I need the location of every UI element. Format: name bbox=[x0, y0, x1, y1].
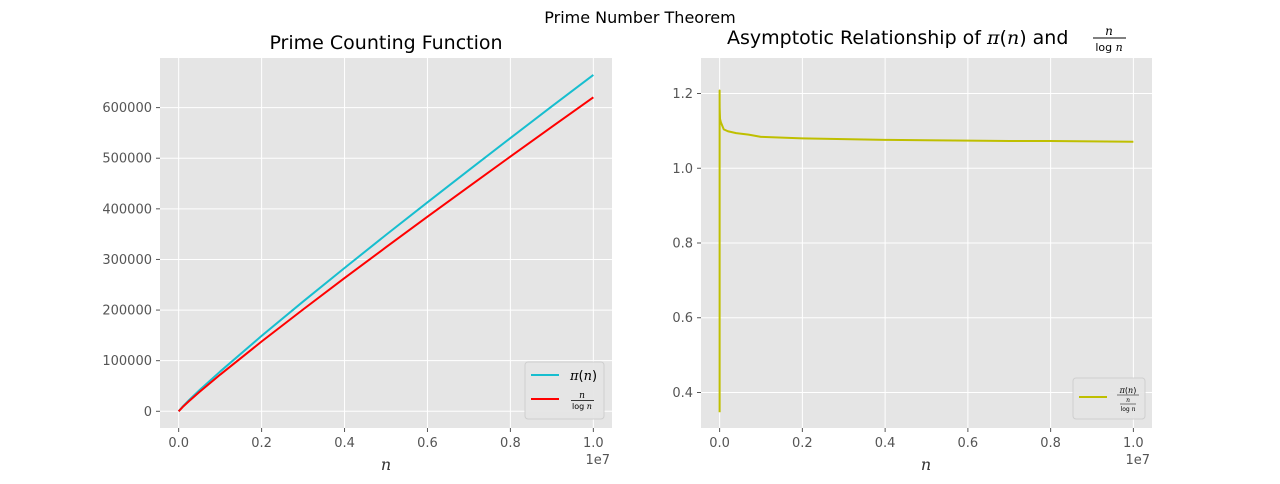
left-x-offset-label: 1e7 bbox=[585, 453, 610, 468]
right-panel: 0.0 0.2 0.4 0.6 0.8 1.0 0.4 0.6 0.8 1.0 1.2 Asymp… bbox=[672, 24, 1152, 474]
right-x-ticks: 0.0 0.2 0.4 0.6 0.8 1.0 bbox=[709, 428, 1144, 451]
right-x-tick-label: 0.6 bbox=[958, 436, 979, 451]
right-x-tick-label: 0.4 bbox=[875, 436, 896, 451]
svg-text:π(n): π(n) bbox=[1119, 386, 1137, 395]
left-y-tick-label: 200000 bbox=[102, 304, 152, 319]
left-series-line-1 bbox=[177, 96, 594, 412]
right-x-axis-label: n bbox=[921, 455, 931, 474]
right-y-tick-label: 1.0 bbox=[672, 162, 693, 177]
left-y-tick-label: 100000 bbox=[102, 354, 152, 369]
svg-text:log n: log n bbox=[1095, 41, 1122, 54]
right-legend: π(n) n log n bbox=[1072, 377, 1146, 420]
left-y-tick-label: 0 bbox=[144, 405, 152, 420]
left-legend-label-pi: π(n) bbox=[569, 369, 597, 384]
right-legend-box bbox=[1072, 377, 1146, 420]
left-gridlines bbox=[160, 58, 612, 428]
left-x-tick-label: 0.4 bbox=[334, 436, 355, 451]
right-y-tick-label: 1.2 bbox=[672, 87, 693, 102]
right-series-line-0 bbox=[718, 89, 1134, 413]
left-y-tick-label: 400000 bbox=[102, 202, 152, 217]
left-x-ticks: 0.0 0.2 0.4 0.6 0.8 1.0 bbox=[168, 428, 604, 451]
left-x-tick-label: 0.6 bbox=[417, 436, 438, 451]
right-y-tick-label: 0.8 bbox=[672, 237, 693, 252]
left-x-tick-label: 0.0 bbox=[168, 436, 189, 451]
svg-text:n: n bbox=[579, 391, 585, 401]
left-x-tick-label: 0.8 bbox=[500, 436, 521, 451]
left-x-axis-label: n bbox=[381, 455, 391, 474]
left-chart-title: Prime Counting Function bbox=[269, 32, 502, 54]
left-legend-label-nlogn: n log n bbox=[571, 391, 594, 411]
right-x-tick-label: 0.0 bbox=[709, 436, 730, 451]
right-legend-label: π(n) n log n bbox=[1117, 386, 1139, 413]
right-series-lines bbox=[718, 89, 1134, 413]
left-series-lines bbox=[177, 74, 594, 412]
left-y-tick-label: 500000 bbox=[102, 152, 152, 167]
left-y-tick-label: 300000 bbox=[102, 253, 152, 268]
right-y-tick-label: 0.6 bbox=[672, 311, 693, 326]
right-x-tick-label: 1.0 bbox=[1123, 436, 1144, 451]
svg-text:n: n bbox=[1126, 397, 1130, 404]
left-y-tick-label: 600000 bbox=[102, 101, 152, 116]
right-y-tick-label: 0.4 bbox=[672, 386, 693, 401]
right-chart-title: Asymptotic Relationship of π(n) and n lo… bbox=[727, 24, 1126, 54]
svg-text:Asymptotic Relationship of π(n: Asymptotic Relationship of π(n) and bbox=[727, 27, 1068, 49]
right-x-tick-label: 0.2 bbox=[792, 436, 813, 451]
left-y-ticks: 0 100000 200000 300000 400000 500000 600000 bbox=[102, 101, 160, 420]
left-panel: 0.0 0.2 0.4 0.6 0.8 1.0 0 100000 200000 300000 40… bbox=[102, 32, 612, 474]
svg-text:log n: log n bbox=[1121, 406, 1136, 413]
left-legend-box bbox=[524, 361, 605, 420]
left-x-tick-label: 1.0 bbox=[583, 436, 604, 451]
svg-text:log n: log n bbox=[572, 402, 592, 411]
right-x-offset-label: 1e7 bbox=[1125, 453, 1150, 468]
left-x-tick-label: 0.2 bbox=[251, 436, 272, 451]
figure-title: Prime Number Theorem bbox=[544, 8, 736, 27]
right-x-tick-label: 0.8 bbox=[1040, 436, 1061, 451]
left-legend: π(n) n log n bbox=[524, 361, 605, 420]
right-y-ticks: 0.4 0.6 0.8 1.0 1.2 bbox=[672, 87, 701, 401]
svg-text:n: n bbox=[1105, 24, 1113, 38]
